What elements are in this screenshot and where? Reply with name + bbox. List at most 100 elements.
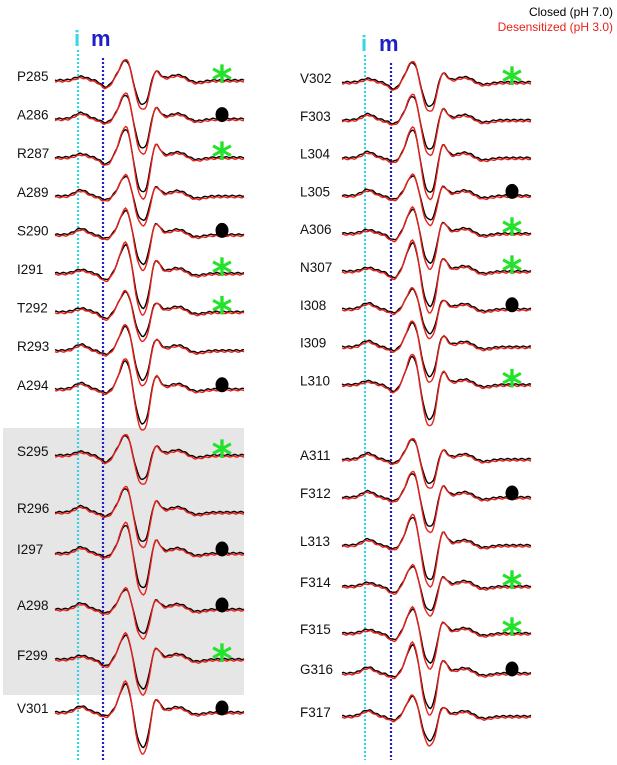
- residue-label-s295: S295: [17, 444, 49, 459]
- trace-desensitized-p285: [54, 58, 245, 110]
- residue-label-g316: G316: [300, 662, 333, 677]
- trace-desensitized-f303: [341, 93, 532, 157]
- trace-desensitized-f299: [54, 631, 245, 696]
- trace-desensitized-l313: [341, 513, 532, 588]
- trace-desensitized-i308: [341, 286, 532, 340]
- trace-desensitized-f312: [341, 470, 532, 534]
- trace-desensitized-t292: [54, 289, 245, 343]
- dot-symbol-l305: [505, 183, 519, 199]
- residue-label-p285: P285: [17, 69, 49, 84]
- dot-symbol-i297: [215, 541, 229, 557]
- star-symbol-f299: *: [212, 637, 233, 683]
- marker-label-i: i: [361, 31, 367, 56]
- trace-desensitized-i309: [341, 320, 532, 383]
- residue-label-l304: L304: [300, 147, 331, 162]
- residue-label-l305: L305: [300, 184, 330, 199]
- dot-symbol-v301: [215, 700, 229, 716]
- trace-closed-i308: [341, 287, 532, 335]
- residue-label-a289: A289: [17, 185, 49, 200]
- star-symbol-f314: *: [502, 564, 523, 610]
- dot-symbol-f312: [505, 485, 519, 501]
- residue-label-s290: S290: [17, 223, 49, 238]
- star-symbol-a306: *: [502, 211, 523, 257]
- residue-label-a286: A286: [17, 108, 49, 123]
- star-symbol-n307: *: [502, 249, 523, 295]
- trace-closed-f317: [341, 695, 532, 742]
- residue-label-l313: L313: [300, 534, 330, 549]
- residue-label-i291: I291: [17, 262, 43, 277]
- trace-desensitized-v302: [341, 60, 532, 112]
- dot-symbol-a294: [215, 377, 229, 393]
- residue-label-i308: I308: [300, 298, 326, 313]
- trace-desensitized-s290: [54, 206, 245, 272]
- trace-desensitized-l310: [341, 353, 532, 427]
- trace-desensitized-g316: [341, 641, 532, 716]
- trace-desensitized-l304: [341, 125, 532, 201]
- residue-label-a306: A306: [300, 222, 332, 237]
- spectra-traces: [54, 58, 532, 755]
- residue-label-f315: F315: [300, 622, 331, 637]
- trace-desensitized-a289: [54, 173, 245, 227]
- legend-desensitized-label: Desensitized (pH 3.0): [498, 20, 613, 34]
- dot-symbol-s290: [215, 222, 229, 238]
- trace-desensitized-r287: [54, 125, 245, 201]
- trace-desensitized-a298: [54, 586, 245, 641]
- residue-label-v302: V302: [300, 71, 332, 86]
- residue-label-v301: V301: [17, 701, 49, 716]
- star-symbol-l310: *: [502, 362, 523, 408]
- dot-symbol-g316: [505, 661, 519, 677]
- trace-closed-l305: [341, 175, 532, 221]
- residue-labels: P285 A286 R287 A289 S290 I291 T292 R293 A294 S295…: [17, 69, 333, 720]
- marker-label-m: m: [91, 26, 111, 51]
- mobility-symbols: ************: [212, 58, 523, 716]
- trace-desensitized-f315: [341, 605, 532, 670]
- residue-label-i297: I297: [17, 542, 43, 557]
- residue-label-f303: F303: [300, 109, 331, 124]
- trace-desensitized-r296: [54, 485, 245, 549]
- trace-desensitized-a306: [341, 205, 532, 271]
- star-symbol-t292: *: [212, 290, 233, 336]
- trace-closed-f312: [341, 473, 532, 527]
- dot-symbol-a286: [215, 107, 229, 123]
- trace-desensitized-l305: [341, 173, 532, 227]
- trace-closed-a298: [54, 588, 245, 635]
- trace-desensitized-n307: [341, 239, 532, 314]
- dot-symbol-a298: [215, 597, 229, 613]
- trace-desensitized-f314: [341, 563, 532, 618]
- trace-closed-a289: [54, 175, 245, 222]
- trace-desensitized-a294: [54, 358, 245, 431]
- trace-desensitized-s295: [54, 433, 245, 485]
- trace-desensitized-i297: [54, 521, 245, 596]
- residue-label-i309: I309: [300, 336, 326, 351]
- residue-label-a298: A298: [17, 598, 49, 613]
- star-symbol-s295: *: [212, 433, 233, 479]
- dot-symbol-i308: [505, 297, 519, 313]
- trace-closed-f314: [341, 565, 532, 612]
- residue-label-f299: F299: [17, 648, 48, 663]
- residue-label-r293: R293: [17, 339, 49, 354]
- residue-label-n307: N307: [300, 260, 332, 275]
- trace-desensitized-a311: [341, 437, 532, 489]
- trace-desensitized-i291: [54, 241, 245, 316]
- star-symbol-i291: *: [212, 251, 233, 297]
- residue-label-r296: R296: [17, 501, 49, 516]
- trace-desensitized-r293: [54, 323, 245, 387]
- legend-closed-label: Closed (pH 7.0): [529, 5, 613, 19]
- residue-label-f317: F317: [300, 705, 331, 720]
- residue-label-f314: F314: [300, 575, 331, 590]
- residue-label-r287: R287: [17, 146, 49, 161]
- residue-label-a294: A294: [17, 378, 49, 393]
- residue-label-l310: L310: [300, 373, 330, 388]
- star-symbol-v302: *: [502, 60, 523, 106]
- marker-label-m: m: [379, 31, 399, 56]
- residue-label-f312: F312: [300, 486, 331, 501]
- residue-label-t292: T292: [17, 301, 48, 316]
- trace-desensitized-a286: [54, 92, 245, 156]
- star-symbol-f315: *: [502, 611, 523, 657]
- residue-label-a311: A311: [300, 448, 331, 463]
- star-symbol-p285: *: [212, 58, 233, 104]
- shaded-region: [3, 428, 244, 695]
- trace-desensitized-f317: [341, 694, 532, 747]
